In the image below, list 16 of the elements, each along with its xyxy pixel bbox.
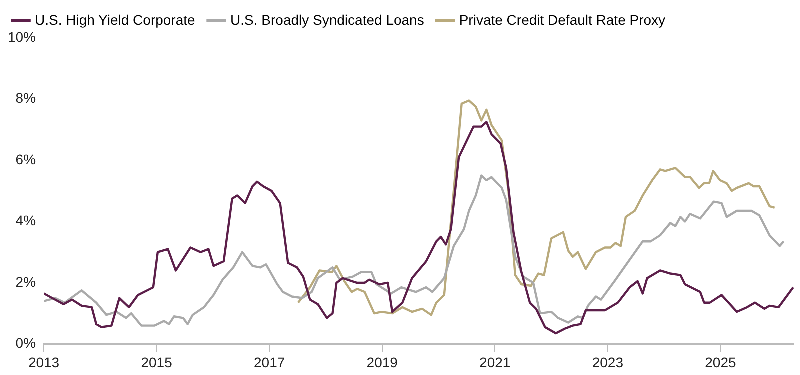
y-tick-label: 2% bbox=[16, 274, 36, 290]
x-tick-label: 2019 bbox=[366, 354, 398, 370]
legend-label: Private Credit Default Rate Proxy bbox=[459, 12, 666, 28]
y-tick-label: 4% bbox=[16, 212, 36, 229]
x-tick-label: 2015 bbox=[141, 354, 173, 370]
x-tick-label: 2023 bbox=[592, 354, 624, 370]
y-tick-label: 6% bbox=[16, 151, 36, 168]
y-tick-label: 0% bbox=[16, 335, 36, 352]
y-tick-label: 10% bbox=[8, 28, 36, 45]
x-tick-label: 2017 bbox=[254, 354, 286, 370]
legend-label: U.S. Broadly Syndicated Loans bbox=[230, 12, 424, 28]
x-tick-label: 2025 bbox=[705, 354, 736, 370]
x-tick-label: 2013 bbox=[28, 354, 60, 370]
y-tick-label: 8% bbox=[16, 90, 36, 106]
legend-label: U.S. High Yield Corporate bbox=[35, 12, 196, 28]
x-tick-label: 2021 bbox=[480, 354, 511, 370]
